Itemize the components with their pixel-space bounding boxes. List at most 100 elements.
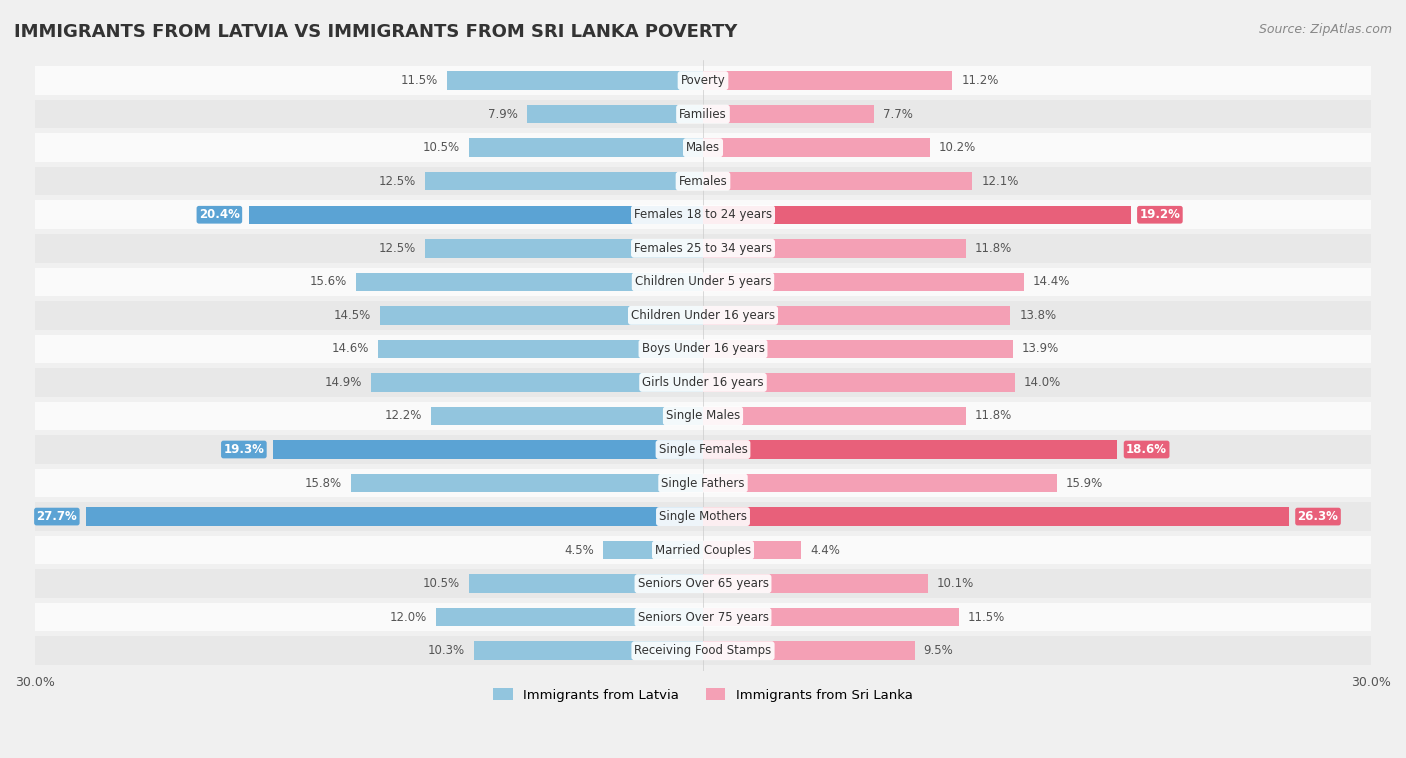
Text: 7.9%: 7.9% (488, 108, 519, 121)
Text: Receiving Food Stamps: Receiving Food Stamps (634, 644, 772, 657)
Bar (35, 67, 1371, 95)
Text: Single Males: Single Males (666, 409, 740, 422)
Bar (703, 608, 959, 626)
Bar (35, 167, 1371, 196)
Text: Children Under 16 years: Children Under 16 years (631, 309, 775, 322)
Text: 27.7%: 27.7% (37, 510, 77, 523)
Bar (425, 239, 703, 258)
Text: 10.5%: 10.5% (423, 141, 460, 154)
Bar (703, 340, 1012, 358)
Text: Females: Females (679, 174, 727, 188)
Bar (378, 340, 703, 358)
Text: 11.8%: 11.8% (974, 242, 1012, 255)
Text: 4.4%: 4.4% (810, 543, 839, 556)
Text: 12.1%: 12.1% (981, 174, 1019, 188)
Bar (380, 306, 703, 324)
Bar (436, 608, 703, 626)
Bar (703, 105, 875, 124)
Bar (703, 575, 928, 593)
Bar (703, 273, 1024, 291)
Bar (35, 603, 1371, 631)
Text: Married Couples: Married Couples (655, 543, 751, 556)
Legend: Immigrants from Latvia, Immigrants from Sri Lanka: Immigrants from Latvia, Immigrants from … (488, 683, 918, 707)
Bar (273, 440, 703, 459)
Text: Females 25 to 34 years: Females 25 to 34 years (634, 242, 772, 255)
Text: 19.2%: 19.2% (1139, 208, 1181, 221)
Bar (703, 172, 973, 190)
Text: 15.9%: 15.9% (1066, 477, 1104, 490)
Bar (703, 139, 931, 157)
Bar (356, 273, 703, 291)
Text: 18.6%: 18.6% (1126, 443, 1167, 456)
Text: 14.4%: 14.4% (1032, 275, 1070, 288)
Text: 15.6%: 15.6% (309, 275, 347, 288)
Text: Source: ZipAtlas.com: Source: ZipAtlas.com (1258, 23, 1392, 36)
Bar (86, 507, 703, 526)
Text: Poverty: Poverty (681, 74, 725, 87)
Bar (35, 435, 1371, 464)
Bar (371, 373, 703, 392)
Text: 10.2%: 10.2% (939, 141, 976, 154)
Text: 12.5%: 12.5% (378, 242, 416, 255)
Bar (352, 474, 703, 492)
Text: 13.9%: 13.9% (1021, 343, 1059, 356)
Bar (703, 407, 966, 425)
Text: Females 18 to 24 years: Females 18 to 24 years (634, 208, 772, 221)
Text: 10.1%: 10.1% (936, 577, 974, 590)
Text: Seniors Over 65 years: Seniors Over 65 years (637, 577, 769, 590)
Text: 11.2%: 11.2% (962, 74, 998, 87)
Bar (470, 139, 703, 157)
Bar (703, 474, 1057, 492)
Text: IMMIGRANTS FROM LATVIA VS IMMIGRANTS FROM SRI LANKA POVERTY: IMMIGRANTS FROM LATVIA VS IMMIGRANTS FRO… (14, 23, 737, 41)
Bar (703, 641, 914, 660)
Bar (703, 205, 1130, 224)
Bar (703, 541, 801, 559)
Text: Single Females: Single Females (658, 443, 748, 456)
Bar (35, 334, 1371, 363)
Bar (703, 373, 1015, 392)
Text: 14.0%: 14.0% (1024, 376, 1062, 389)
Bar (35, 100, 1371, 128)
Text: Boys Under 16 years: Boys Under 16 years (641, 343, 765, 356)
Text: 20.4%: 20.4% (198, 208, 240, 221)
Bar (470, 575, 703, 593)
Text: Children Under 5 years: Children Under 5 years (634, 275, 772, 288)
Text: 14.9%: 14.9% (325, 376, 363, 389)
Text: 12.5%: 12.5% (378, 174, 416, 188)
Bar (35, 201, 1371, 229)
Text: 14.5%: 14.5% (335, 309, 371, 322)
Text: 11.5%: 11.5% (967, 611, 1005, 624)
Text: 9.5%: 9.5% (924, 644, 953, 657)
Text: 11.8%: 11.8% (974, 409, 1012, 422)
Bar (425, 172, 703, 190)
Bar (35, 234, 1371, 262)
Text: 19.3%: 19.3% (224, 443, 264, 456)
Bar (703, 507, 1289, 526)
Bar (474, 641, 703, 660)
Bar (35, 301, 1371, 330)
Bar (527, 105, 703, 124)
Text: Males: Males (686, 141, 720, 154)
Text: 12.0%: 12.0% (389, 611, 427, 624)
Bar (35, 503, 1371, 531)
Text: Single Mothers: Single Mothers (659, 510, 747, 523)
Text: 14.6%: 14.6% (332, 343, 368, 356)
Text: 7.7%: 7.7% (883, 108, 914, 121)
Text: 10.5%: 10.5% (423, 577, 460, 590)
Text: 15.8%: 15.8% (305, 477, 342, 490)
Text: 12.2%: 12.2% (385, 409, 422, 422)
Text: 4.5%: 4.5% (564, 543, 593, 556)
Text: 11.5%: 11.5% (401, 74, 439, 87)
Text: Seniors Over 75 years: Seniors Over 75 years (637, 611, 769, 624)
Bar (703, 306, 1011, 324)
Bar (35, 536, 1371, 565)
Text: 26.3%: 26.3% (1298, 510, 1339, 523)
Bar (249, 205, 703, 224)
Bar (603, 541, 703, 559)
Bar (35, 468, 1371, 497)
Bar (35, 268, 1371, 296)
Bar (703, 239, 966, 258)
Bar (35, 569, 1371, 598)
Bar (703, 71, 952, 90)
Bar (432, 407, 703, 425)
